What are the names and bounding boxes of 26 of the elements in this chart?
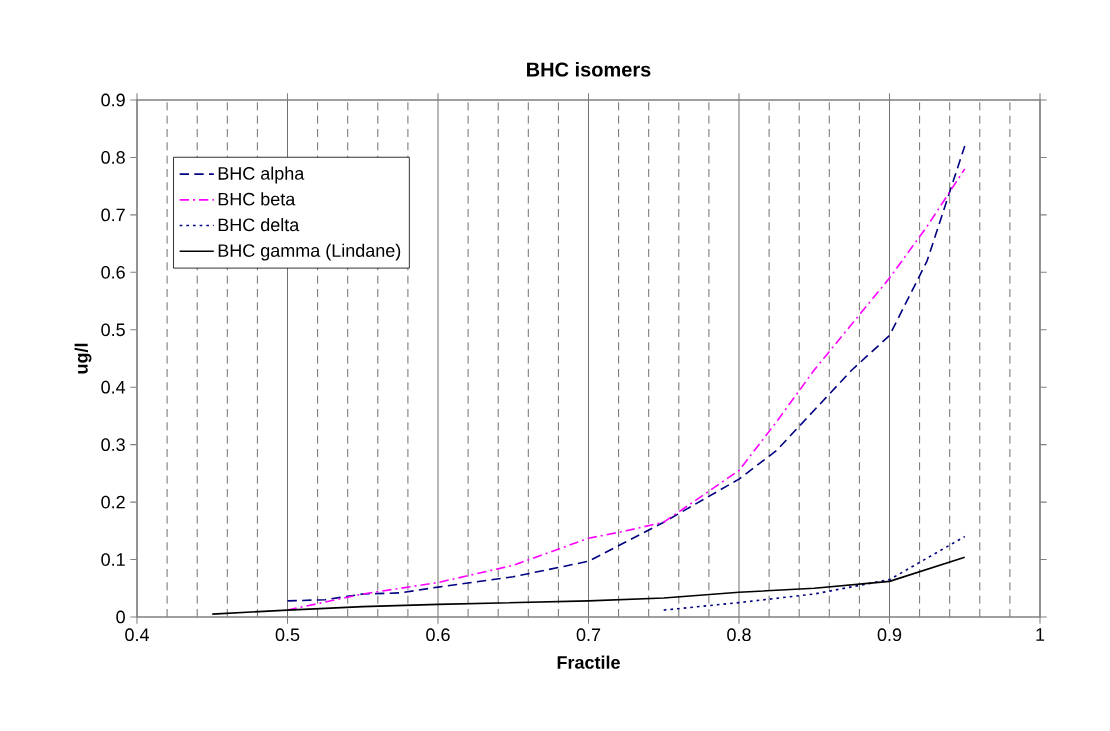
x-tick-label: 1 [1036, 628, 1045, 641]
legend-label: BHC gamma (Lindane) [218, 243, 401, 261]
x-tick-label: 0.9 [877, 628, 902, 642]
x-tick-label: 0.7 [576, 628, 601, 642]
legend-label: BHC delta [218, 218, 300, 232]
x-tick-label: 0.4 [125, 628, 149, 642]
y-tick-label: 0.9 [101, 93, 125, 107]
y-tick-label: 0.7 [101, 208, 125, 222]
y-tick-label: 0 [116, 610, 125, 624]
legend-label: BHC alpha [218, 166, 305, 184]
chart-title: BHC isomers [527, 61, 651, 77]
line-series [662, 535, 966, 611]
y-tick-label: 0.6 [101, 265, 125, 279]
y-tick-label: 0.2 [101, 495, 125, 509]
x-tick-label: 0.6 [426, 628, 450, 642]
line-series [211, 556, 966, 615]
y-tick-label: 0.5 [101, 323, 125, 337]
x-tick-label: 0.8 [727, 628, 751, 642]
x-tick-label: 0.5 [275, 628, 300, 642]
y-tick-label: 0.8 [101, 151, 125, 164]
y-tick-label: 0.1 [101, 553, 125, 566]
y-tick-label: 0.3 [101, 438, 125, 452]
y-tick-label: 0.4 [101, 380, 126, 394]
y-axis-title: ug/l [74, 343, 92, 374]
x-axis-title: Fractile [557, 655, 620, 669]
legend-label: BHC beta [218, 192, 296, 206]
